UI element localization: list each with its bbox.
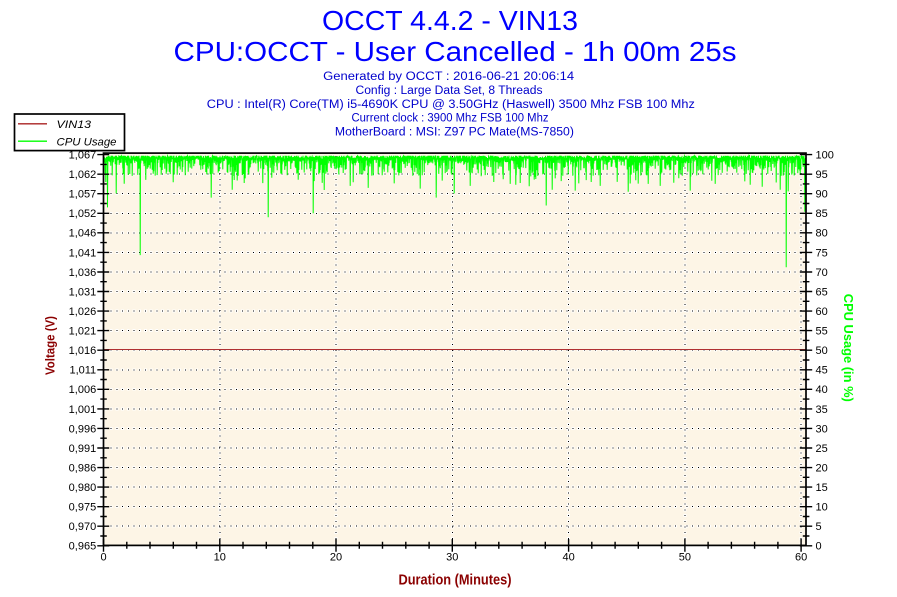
svg-text:CPU Usage: CPU Usage xyxy=(57,136,117,148)
svg-text:40: 40 xyxy=(816,384,828,396)
svg-text:Config : Large Data Set, 8 Thr: Config : Large Data Set, 8 Threads xyxy=(356,85,543,97)
svg-text:MotherBoard : MSI: Z97 PC Mate: MotherBoard : MSI: Z97 PC Mate(MS-7850) xyxy=(335,126,574,138)
svg-text:1,011: 1,011 xyxy=(69,365,96,377)
svg-text:70: 70 xyxy=(816,267,828,279)
svg-text:40: 40 xyxy=(562,552,574,564)
svg-text:30: 30 xyxy=(816,423,828,435)
svg-text:60: 60 xyxy=(816,306,828,318)
svg-text:1,021: 1,021 xyxy=(69,326,97,338)
svg-text:1,052: 1,052 xyxy=(69,208,97,220)
svg-text:VIN13: VIN13 xyxy=(57,119,92,131)
svg-text:1,046: 1,046 xyxy=(69,228,97,240)
svg-text:1,001: 1,001 xyxy=(69,404,97,416)
svg-text:0,986: 0,986 xyxy=(69,463,97,475)
svg-text:0,996: 0,996 xyxy=(69,423,97,435)
svg-text:1,067: 1,067 xyxy=(69,150,97,162)
svg-text:1,057: 1,057 xyxy=(69,189,97,201)
svg-text:50: 50 xyxy=(816,345,828,357)
svg-text:100: 100 xyxy=(816,150,834,162)
svg-text:Current clock : 3900 Mhz FSB 1: Current clock : 3900 Mhz FSB 100 Mhz xyxy=(352,113,549,125)
svg-text:1,026: 1,026 xyxy=(69,306,97,318)
svg-text:CPU:OCCT - User Cancelled - 1h: CPU:OCCT - User Cancelled - 1h 00m 25s xyxy=(174,36,737,67)
svg-text:0,970: 0,970 xyxy=(69,521,97,533)
svg-text:Voltage (V): Voltage (V) xyxy=(43,316,58,375)
svg-text:55: 55 xyxy=(816,326,828,338)
svg-text:OCCT 4.4.2 - VIN13: OCCT 4.4.2 - VIN13 xyxy=(322,5,578,36)
svg-text:Duration (Minutes): Duration (Minutes) xyxy=(399,572,512,589)
svg-text:1,036: 1,036 xyxy=(69,267,97,279)
svg-text:10: 10 xyxy=(816,502,828,514)
svg-text:1,031: 1,031 xyxy=(69,286,97,298)
svg-text:0: 0 xyxy=(100,552,106,564)
svg-text:45: 45 xyxy=(816,365,828,377)
svg-text:65: 65 xyxy=(816,286,828,298)
svg-text:0,975: 0,975 xyxy=(69,502,97,514)
svg-text:60: 60 xyxy=(795,552,807,564)
svg-text:50: 50 xyxy=(679,552,691,564)
svg-text:90: 90 xyxy=(816,189,828,201)
svg-text:20: 20 xyxy=(330,552,342,564)
svg-text:30: 30 xyxy=(446,552,458,564)
svg-text:Generated by OCCT : 2016-06-21: Generated by OCCT : 2016-06-21 20:06:14 xyxy=(323,71,575,83)
svg-text:80: 80 xyxy=(816,228,828,240)
svg-text:1,006: 1,006 xyxy=(69,384,97,396)
svg-text:75: 75 xyxy=(816,247,828,259)
svg-text:85: 85 xyxy=(816,208,828,220)
svg-text:CPU Usage (in %): CPU Usage (in %) xyxy=(841,294,856,402)
svg-text:10: 10 xyxy=(214,552,226,564)
svg-text:0,991: 0,991 xyxy=(69,443,97,455)
svg-text:0: 0 xyxy=(816,541,822,553)
svg-text:1,016: 1,016 xyxy=(69,345,97,357)
svg-text:1,041: 1,041 xyxy=(69,247,97,259)
svg-text:1,062: 1,062 xyxy=(69,169,97,181)
svg-text:35: 35 xyxy=(816,404,828,416)
svg-text:5: 5 xyxy=(816,521,822,533)
svg-text:0,980: 0,980 xyxy=(69,482,97,494)
svg-text:15: 15 xyxy=(816,482,828,494)
svg-text:25: 25 xyxy=(816,443,828,455)
svg-text:0,965: 0,965 xyxy=(69,541,97,553)
svg-text:95: 95 xyxy=(816,169,828,181)
svg-text:20: 20 xyxy=(816,463,828,475)
svg-text:CPU : Intel(R) Core(TM) i5-469: CPU : Intel(R) Core(TM) i5-4690K CPU @ 3… xyxy=(207,99,695,111)
